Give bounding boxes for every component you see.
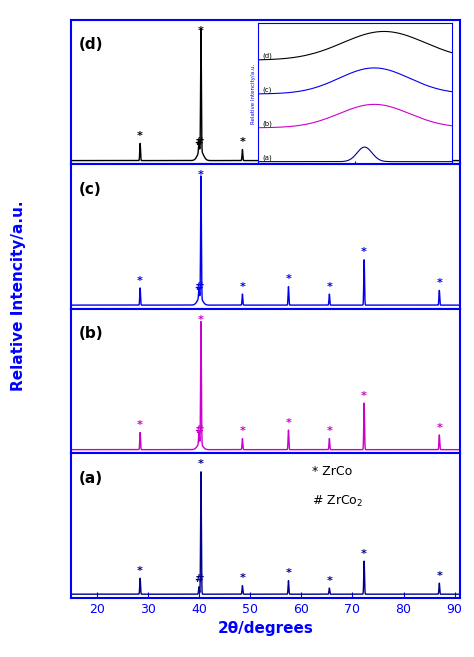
Text: (a): (a) xyxy=(79,470,103,486)
Text: Relative Intencity/a.u.: Relative Intencity/a.u. xyxy=(11,200,27,391)
Text: *: * xyxy=(137,420,143,430)
Text: *: * xyxy=(198,26,204,35)
Text: *: * xyxy=(437,422,442,432)
Text: *: * xyxy=(437,571,442,581)
Text: #: # xyxy=(194,282,204,292)
Text: *: * xyxy=(137,275,143,286)
Text: *: * xyxy=(361,247,367,258)
Text: *: * xyxy=(239,282,246,292)
Text: *: * xyxy=(361,391,367,401)
Text: *: * xyxy=(437,278,442,288)
Text: *: * xyxy=(198,459,204,469)
Text: *: * xyxy=(198,170,204,180)
Text: # ZrCo$_2$: # ZrCo$_2$ xyxy=(312,494,364,509)
Text: *: * xyxy=(285,129,292,140)
Text: (d): (d) xyxy=(79,37,103,52)
Text: *: * xyxy=(285,418,292,428)
Text: (b): (b) xyxy=(79,326,103,341)
X-axis label: 2θ/degrees: 2θ/degrees xyxy=(218,622,313,636)
Text: *: * xyxy=(361,105,367,115)
Text: #: # xyxy=(194,574,204,584)
Text: #: # xyxy=(194,137,204,147)
Text: *: * xyxy=(198,315,204,325)
Text: *: * xyxy=(285,568,292,578)
Text: *: * xyxy=(437,133,442,143)
Text: *: * xyxy=(327,137,332,147)
Text: *: * xyxy=(285,274,292,284)
Text: *: * xyxy=(327,426,332,436)
Text: *: * xyxy=(239,137,246,147)
Text: *: * xyxy=(361,549,367,558)
Text: *: * xyxy=(239,573,246,583)
Text: #: # xyxy=(194,425,204,435)
Text: (c): (c) xyxy=(79,181,101,196)
Text: *: * xyxy=(137,566,143,576)
Text: *: * xyxy=(327,576,332,585)
Text: *: * xyxy=(137,131,143,141)
Text: * ZrCo: * ZrCo xyxy=(312,465,352,478)
Text: *: * xyxy=(327,282,332,292)
Text: *: * xyxy=(239,426,246,436)
